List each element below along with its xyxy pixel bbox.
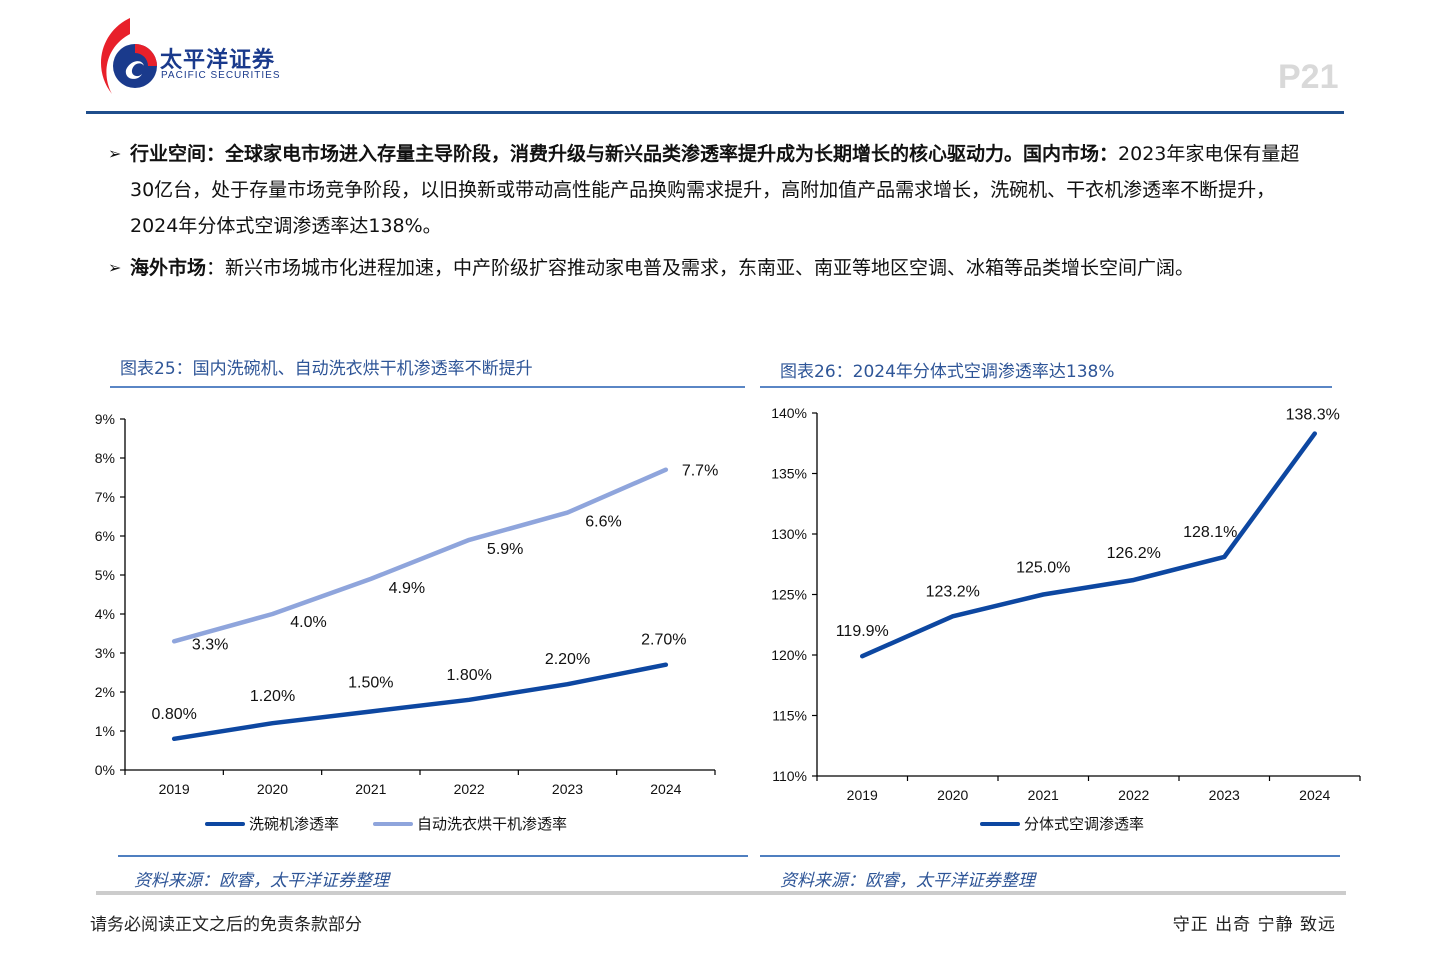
y-tick-label: 135% xyxy=(771,466,807,482)
bullet-text: 2023年家电保有量超30亿台，处于存量市场竞争阶段，以旧换新或带动高性能产品换… xyxy=(130,143,1300,237)
x-tick-label: 2020 xyxy=(937,787,968,803)
x-tick-label: 2019 xyxy=(159,781,190,797)
legend-swatch-dark-blue xyxy=(205,821,245,826)
y-tick-label: 7% xyxy=(95,489,115,505)
bullet-industry-space: ➢ 行业空间：全球家电市场进入存量主导阶段，消费升级与新兴品类渗透率提升成为长期… xyxy=(108,136,1313,244)
y-tick-label: 3% xyxy=(95,645,115,661)
data-label: 0.80% xyxy=(151,706,196,723)
figure-25-title-rule xyxy=(110,386,745,388)
bullet-text: ：新兴市场城市化进程加速，中产阶级扩容推动家电普及需求，东南亚、南亚等地区空调、… xyxy=(206,257,1195,279)
data-label: 5.9% xyxy=(487,541,523,558)
data-label: 128.1% xyxy=(1183,524,1237,541)
figure-26-title: 图表26：2024年分体式空调渗透率达138% xyxy=(780,362,1115,382)
x-tick-label: 2021 xyxy=(1028,787,1059,803)
legend-label: 分体式空调渗透率 xyxy=(1024,815,1145,833)
data-label: 1.20% xyxy=(250,688,295,705)
series-line-1 xyxy=(860,431,1317,659)
y-tick-label: 140% xyxy=(771,405,807,421)
arrow-bullet-icon: ➢ xyxy=(108,258,122,277)
data-label: 1.50% xyxy=(348,675,393,692)
footer-motto: 守正 出奇 宁静 致远 xyxy=(1172,915,1336,935)
x-tick-label: 2024 xyxy=(650,781,681,797)
x-tick-label: 2022 xyxy=(1118,787,1149,803)
figure-25-source: 资料来源：欧睿，太平洋证券整理 xyxy=(134,871,389,891)
x-tick-label: 2024 xyxy=(1299,787,1330,803)
legend-label: 洗碗机渗透率 xyxy=(249,815,340,833)
pacific-securities-logo-icon xyxy=(100,18,157,94)
bullet-bold-text: 全球家电市场进入存量主导阶段，消费升级与新兴品类渗透率提升成为长期增长的核心驱动… xyxy=(225,143,1119,165)
y-tick-label: 120% xyxy=(771,647,807,663)
page-number: P21 xyxy=(1278,58,1339,96)
header-divider xyxy=(86,111,1344,114)
figure-26-source: 资料来源：欧睿，太平洋证券整理 xyxy=(780,871,1035,891)
figure-25-source-rule xyxy=(118,855,748,857)
data-label: 6.6% xyxy=(585,514,621,531)
y-tick-label: 6% xyxy=(95,528,115,544)
x-tick-label: 2023 xyxy=(552,781,583,797)
bullet-heading: 海外市场 xyxy=(130,257,207,279)
x-tick-label: 2022 xyxy=(454,781,485,797)
data-label: 123.2% xyxy=(926,583,980,600)
series-line-2 xyxy=(171,467,669,644)
y-tick-label: 1% xyxy=(95,723,115,739)
y-tick-label: 130% xyxy=(771,526,807,542)
chart2-legend: 分体式空调渗透率 xyxy=(980,813,1178,834)
logo-chinese-name: 太平洋证券 xyxy=(160,48,276,73)
logo-english-name: PACIFIC SECURITIES xyxy=(161,70,281,81)
y-tick-label: 115% xyxy=(772,708,807,724)
data-label: 126.2% xyxy=(1107,545,1161,562)
y-tick-label: 110% xyxy=(772,768,807,784)
y-tick-label: 8% xyxy=(95,450,115,466)
figure-25-title: 图表25：国内洗碗机、自动洗衣烘干机渗透率不断提升 xyxy=(120,359,533,379)
data-label: 1.80% xyxy=(446,667,491,684)
data-label: 138.3% xyxy=(1286,407,1340,424)
data-label: 7.7% xyxy=(682,463,718,480)
x-tick-label: 2023 xyxy=(1209,787,1240,803)
footer-divider xyxy=(96,891,1346,895)
legend-item-dishwasher: 洗碗机渗透率 xyxy=(205,813,339,834)
legend-item-dryer: 自动洗衣烘干机渗透率 xyxy=(373,813,567,834)
data-label: 4.9% xyxy=(389,580,425,597)
footer-disclaimer: 请务必阅读正文之后的免责条款部分 xyxy=(90,915,362,935)
y-tick-label: 125% xyxy=(771,587,807,603)
legend-label: 自动洗衣烘干机渗透率 xyxy=(417,815,568,833)
y-tick-label: 9% xyxy=(95,411,115,427)
data-label: 125.0% xyxy=(1016,560,1070,577)
chart-dishwasher-dryer-penetration: 0% 1% 2% 3% 4% 5% 6% 7% 8% 9% 2019 2020 2021 2022 2023… xyxy=(95,411,719,797)
arrow-bullet-icon: ➢ xyxy=(108,144,122,163)
y-tick-label: 4% xyxy=(95,606,115,622)
x-tick-label: 2020 xyxy=(257,781,288,797)
data-label: 119.9% xyxy=(836,623,889,640)
series-line-1 xyxy=(171,662,669,742)
x-tick-label: 2021 xyxy=(355,781,386,797)
data-label: 3.3% xyxy=(192,636,228,653)
bullet-overseas-market: ➢ 海外市场：新兴市场城市化进程加速，中产阶级扩容推动家电普及需求，东南亚、南亚… xyxy=(108,250,1313,286)
bullet-heading: 行业空间： xyxy=(130,143,226,165)
legend-swatch-light-blue xyxy=(373,821,414,826)
x-tick-label: 2019 xyxy=(847,787,878,803)
y-tick-label: 0% xyxy=(95,762,115,778)
y-tick-label: 5% xyxy=(95,567,115,583)
chart-split-ac-penetration: 110% 115% 120% 125% 130% 135% 140% 2019 2020 2021… xyxy=(771,405,1361,803)
chart1-legend: 洗碗机渗透率 自动洗衣烘干机渗透率 xyxy=(205,813,601,834)
legend-item-split-ac: 分体式空调渗透率 xyxy=(980,813,1144,834)
y-tick-label: 2% xyxy=(95,684,115,700)
summary-bullets: ➢ 行业空间：全球家电市场进入存量主导阶段，消费升级与新兴品类渗透率提升成为长期… xyxy=(108,136,1313,292)
data-label: 4.0% xyxy=(290,614,326,631)
figure-26-title-rule xyxy=(760,386,1332,388)
data-label: 2.20% xyxy=(545,651,590,668)
legend-swatch-dark-blue xyxy=(980,821,1020,826)
data-label: 2.70% xyxy=(641,632,686,649)
figure-26-source-rule xyxy=(760,855,1340,857)
